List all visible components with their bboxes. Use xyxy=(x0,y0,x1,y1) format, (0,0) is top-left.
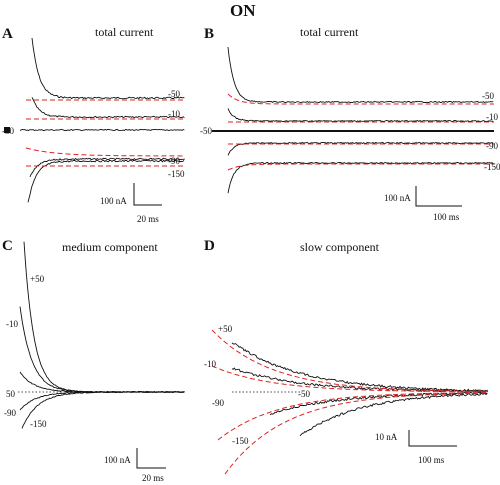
panel-c-label-plus50: +50 xyxy=(30,274,45,284)
panel-a-trace-minus150 xyxy=(27,159,185,203)
panel-d-label-minus50: -50 xyxy=(298,389,310,399)
panel-d-label-minus90: -90 xyxy=(212,398,224,408)
panel-b-trace-minus90 xyxy=(227,141,494,156)
panel-c-label-50: 50 xyxy=(6,389,16,399)
panel-d-trace-minus10 xyxy=(231,367,488,393)
panel-c-trace-minus10 xyxy=(19,306,185,393)
panel-b-scale-y-label: 100 nA xyxy=(384,193,411,203)
panel-a-letter: A xyxy=(2,26,13,42)
panel-b: B total current -50 -10 -50 -90 -150 100… xyxy=(200,25,500,222)
panel-b-title: total current xyxy=(300,25,359,39)
panel-a-label-minus150: -150 xyxy=(168,169,185,179)
panel-b-label-minus10: -10 xyxy=(486,112,498,122)
panel-b-letter: B xyxy=(204,26,214,42)
panel-a-label-holding: -50 xyxy=(2,126,14,136)
fits-layer xyxy=(25,93,494,475)
panel-d: D slow component +50 -10 -50 -90 -150 10… xyxy=(204,238,445,465)
panel-a-title: total current xyxy=(95,25,154,39)
panel-c-trace-mid xyxy=(19,371,185,393)
panel-b-fit-plus50 xyxy=(227,93,494,105)
panel-a-scale-x-label: 20 ms xyxy=(137,214,159,224)
panel-c-trace-plus50 xyxy=(23,241,185,393)
panel-a-trace-minus10 xyxy=(31,97,185,119)
panel-d-fit-minus10 xyxy=(211,365,488,393)
panel-c-letter: C xyxy=(2,238,13,254)
panel-d-scale-bar xyxy=(408,430,457,447)
panel-c-scale-y-label: 100 nA xyxy=(104,455,131,465)
panel-d-letter: D xyxy=(204,238,215,254)
guides-layer xyxy=(4,127,494,469)
panel-b-scale-x-label: 100 ms xyxy=(433,212,460,222)
panel-d-label-minus10: -10 xyxy=(204,359,216,369)
panel-b-trace-minus150 xyxy=(227,161,494,194)
panel-d-title: slow component xyxy=(300,240,380,254)
panel-a-scale-bar xyxy=(133,183,162,206)
panel-c-title: medium component xyxy=(62,240,158,254)
figure-title: ON xyxy=(230,1,256,20)
panel-a: A total current -50 -10 -50 -90 -150 100… xyxy=(2,25,185,224)
panel-b-label-plus50: -50 xyxy=(482,91,494,101)
panel-d-label-minus150: -150 xyxy=(232,436,249,446)
panel-a-scale-y-label: 100 nA xyxy=(100,196,127,206)
panel-d-scale-x-label: 100 ms xyxy=(418,455,445,465)
panel-b-label-minus150: -150 xyxy=(484,162,500,172)
panel-d-fit-minus150 xyxy=(224,392,488,475)
panel-b-scale-bar xyxy=(415,186,462,207)
panel-a-trace-holding xyxy=(19,128,185,132)
panel-c-scale-bar xyxy=(136,448,166,469)
panel-d-fit-plus50 xyxy=(211,329,488,392)
panel-b-label-minus90: -90 xyxy=(486,141,498,151)
panel-a-label-minus90: -90 xyxy=(168,156,180,166)
panel-c-label-minus90: -90 xyxy=(4,408,16,418)
panel-b-trace-plus50 xyxy=(227,46,494,104)
panel-b-label-holding: -50 xyxy=(200,126,212,136)
panel-d-trace-plus50 xyxy=(231,342,488,392)
panel-a-trace-plus50 xyxy=(31,37,185,100)
panel-d-fit-minus90 xyxy=(217,392,489,441)
panel-c-label-minus10: -10 xyxy=(6,319,18,329)
traces-layer xyxy=(19,37,494,437)
panel-a-label-minus10: -10 xyxy=(168,109,180,119)
panel-a-label-plus50: -50 xyxy=(168,89,180,99)
panel-c: C medium component +50 -10 50 -90 -150 1… xyxy=(2,238,164,483)
panel-d-scale-y-label: 10 nA xyxy=(375,432,398,442)
panel-a-trace-minus90 xyxy=(29,157,185,178)
panel-b-trace-minus10 xyxy=(227,108,494,123)
panel-a-fit-minus90 xyxy=(25,147,184,157)
panel-c-label-minus150: -150 xyxy=(30,419,47,429)
panel-c-scale-x-label: 20 ms xyxy=(142,473,164,483)
panel-d-label-plus50: +50 xyxy=(218,324,233,334)
panel-b-fit-minus150 xyxy=(227,163,494,171)
panel-d-trace-minus150 xyxy=(299,392,488,437)
panel-a-holding-marker xyxy=(4,127,10,133)
